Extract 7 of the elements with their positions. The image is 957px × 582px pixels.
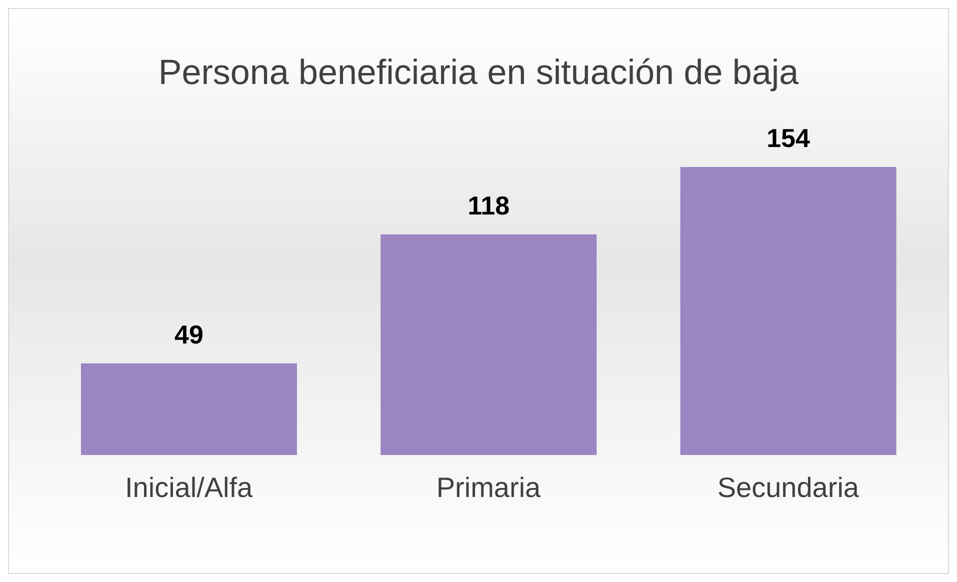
x-tick-label: Inicial/Alfa [125, 472, 254, 503]
x-tick-label: Secundaria [717, 472, 860, 503]
data-label: 154 [766, 123, 811, 153]
chart-title: Persona beneficiaria en situación de baja [157, 52, 800, 94]
data-label: 49 [174, 319, 204, 350]
x-tick-label: Primaria [436, 472, 542, 503]
data-label: 118 [468, 190, 510, 220]
